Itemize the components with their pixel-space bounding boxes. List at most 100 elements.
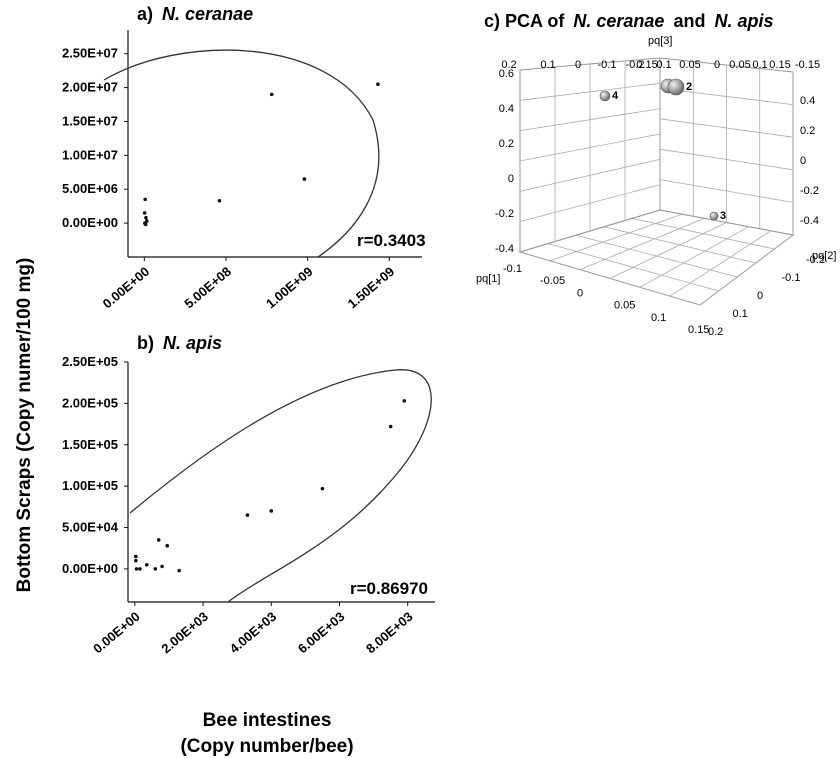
panel-c-floor bbox=[518, 209, 795, 306]
data-point bbox=[402, 399, 407, 403]
pca-left-tick-label: 0.4 bbox=[499, 103, 514, 115]
panel-a-title: a) N. ceranae bbox=[137, 4, 253, 24]
data-point bbox=[269, 509, 274, 513]
x-tick-label: 4.00E+03 bbox=[227, 609, 280, 657]
data-point bbox=[165, 543, 170, 548]
data-point bbox=[245, 513, 250, 517]
pca-right-tick-label: 0.2 bbox=[800, 125, 815, 137]
pca-point-label: 2 bbox=[686, 81, 692, 93]
x-tick-label: 0.00E+00 bbox=[90, 609, 143, 657]
y-tick-label: 0.00E+00 bbox=[62, 561, 118, 576]
x-tick-label: 1.00E+09 bbox=[263, 264, 316, 312]
data-point bbox=[269, 92, 274, 97]
panel-a-correlation: r=0.3403 bbox=[357, 231, 426, 250]
data-point bbox=[160, 564, 164, 569]
data-point bbox=[142, 211, 147, 215]
pca-top-tick-label: 0 bbox=[714, 59, 720, 71]
data-point bbox=[388, 424, 393, 429]
y-tick-label: 5.00E+06 bbox=[62, 181, 118, 196]
panel-b-title: b) N. apis bbox=[137, 333, 222, 353]
pca-front-tick-label: -0.1 bbox=[503, 263, 522, 275]
panel-b: b) N. apis 0.00E+00 5.00E+04 1.00E+05 1.50E… bbox=[62, 333, 435, 656]
pca-top-tick-label: 0.05 bbox=[729, 59, 750, 71]
pca-top-tick-label: 0.1 bbox=[752, 59, 767, 71]
x-tick-label: 6.00E+03 bbox=[295, 609, 348, 657]
pca-left-tick-label: -0.4 bbox=[495, 243, 514, 255]
data-point bbox=[302, 177, 307, 181]
data-point bbox=[134, 554, 138, 559]
data-point bbox=[153, 567, 158, 571]
panel-a: a) N. ceranae 0.00E+00 5.00E+06 1.00E+07 1.… bbox=[62, 4, 426, 311]
data-point bbox=[143, 222, 148, 227]
y-tick-label: 2.50E+07 bbox=[62, 46, 118, 61]
panel-b-confidence-ellipse bbox=[129, 369, 432, 603]
panel-c: c) PCA of N. ceranae and N. apis 0.6 0.4 0… bbox=[476, 11, 836, 338]
panel-c-title: c) PCA of N. ceranae and N. apis bbox=[484, 11, 774, 31]
pca-side-tick-label: -0.2 bbox=[806, 254, 825, 266]
pca-side-tick-label: 0.1 bbox=[733, 308, 748, 320]
data-point bbox=[138, 567, 142, 571]
pca-top-tick-label: 0.2 bbox=[501, 59, 516, 71]
pca-right-tick-label: 0 bbox=[800, 155, 806, 167]
y-tick-label: 1.50E+07 bbox=[62, 113, 118, 128]
grid-line bbox=[609, 222, 727, 279]
shared-x-axis-label-line1: Bee intestines bbox=[203, 710, 332, 731]
panel-a-confidence-ellipse bbox=[103, 49, 380, 258]
grid-line bbox=[603, 226, 756, 264]
grid-line bbox=[547, 243, 719, 292]
grid-line bbox=[639, 226, 749, 288]
pca-top-tick-label: -0.2 bbox=[626, 59, 645, 71]
panel-b-correlation: r=0.86970 bbox=[350, 579, 428, 598]
data-point bbox=[376, 82, 380, 87]
pca-corner-tick-label: -0.15 bbox=[795, 59, 820, 71]
grid-line bbox=[579, 217, 705, 271]
y-tick-label: 2.00E+07 bbox=[62, 80, 118, 95]
y-tick-label: 5.00E+04 bbox=[62, 520, 119, 535]
pca-front-tick-label: 0.1 bbox=[651, 312, 666, 324]
pca-point-label: 3 bbox=[720, 210, 726, 222]
shared-y-axis-label: Bottom Scraps (Copy numer/100 mg) bbox=[14, 258, 35, 593]
panel-c-axis-label-pq3: pq[3] bbox=[648, 35, 672, 47]
data-point bbox=[143, 197, 147, 202]
grid-line bbox=[549, 213, 683, 262]
pca-top-tick-label: 0.15 bbox=[636, 59, 657, 71]
data-point bbox=[134, 567, 139, 571]
data-point bbox=[144, 215, 148, 220]
pca-point bbox=[667, 78, 685, 96]
y-tick-label: 1.00E+05 bbox=[62, 478, 118, 493]
pca-left-tick-label: 0 bbox=[508, 173, 514, 185]
pca-top-tick-label: -0.1 bbox=[598, 59, 617, 71]
pca-side-tick-label: -0.1 bbox=[782, 272, 801, 284]
data-point bbox=[156, 538, 161, 542]
pca-left-tick-label: 0.6 bbox=[499, 68, 514, 80]
pca-point-label: 4 bbox=[612, 90, 619, 102]
grid-line bbox=[669, 230, 772, 297]
pca-top-tick-label: 0.1 bbox=[656, 59, 671, 71]
panel-c-axis-label-pq1: pq[1] bbox=[476, 273, 500, 285]
pca-front-tick-label: 0.05 bbox=[614, 300, 635, 312]
data-point bbox=[144, 562, 149, 567]
pca-front-tick-label: 0.15 bbox=[688, 324, 709, 336]
grid-line bbox=[575, 234, 738, 278]
y-tick-label: 1.50E+05 bbox=[62, 437, 118, 452]
panel-c-axis-label-pq2: pq[2] bbox=[812, 250, 836, 262]
grid-line bbox=[631, 218, 775, 250]
pca-right-tick-label: -0.2 bbox=[800, 185, 819, 197]
y-tick-label: 0.00E+00 bbox=[62, 215, 118, 230]
pca-top-tick-label: 0 bbox=[575, 59, 581, 71]
y-tick-label: 1.00E+07 bbox=[62, 147, 118, 162]
pca-front-tick-label: 0 bbox=[577, 287, 583, 299]
pca-top-tick-label: 0.1 bbox=[540, 59, 555, 71]
y-tick-label: 2.50E+05 bbox=[62, 354, 118, 369]
y-tick-label: 2.00E+05 bbox=[62, 395, 118, 410]
data-point bbox=[320, 486, 325, 491]
x-tick-label: 5.00E+08 bbox=[181, 264, 234, 312]
shared-x-axis-label-line2: (Copy number/bee) bbox=[180, 736, 353, 757]
x-tick-label: 2.00E+03 bbox=[158, 609, 211, 657]
pca-top-tick-label: 0.15 bbox=[769, 59, 790, 71]
pca-side-tick-label: 0.2 bbox=[708, 326, 723, 338]
data-point bbox=[134, 558, 138, 563]
pca-left-tick-label: 0.2 bbox=[499, 138, 514, 150]
pca-front-tick-label: -0.05 bbox=[540, 275, 565, 287]
